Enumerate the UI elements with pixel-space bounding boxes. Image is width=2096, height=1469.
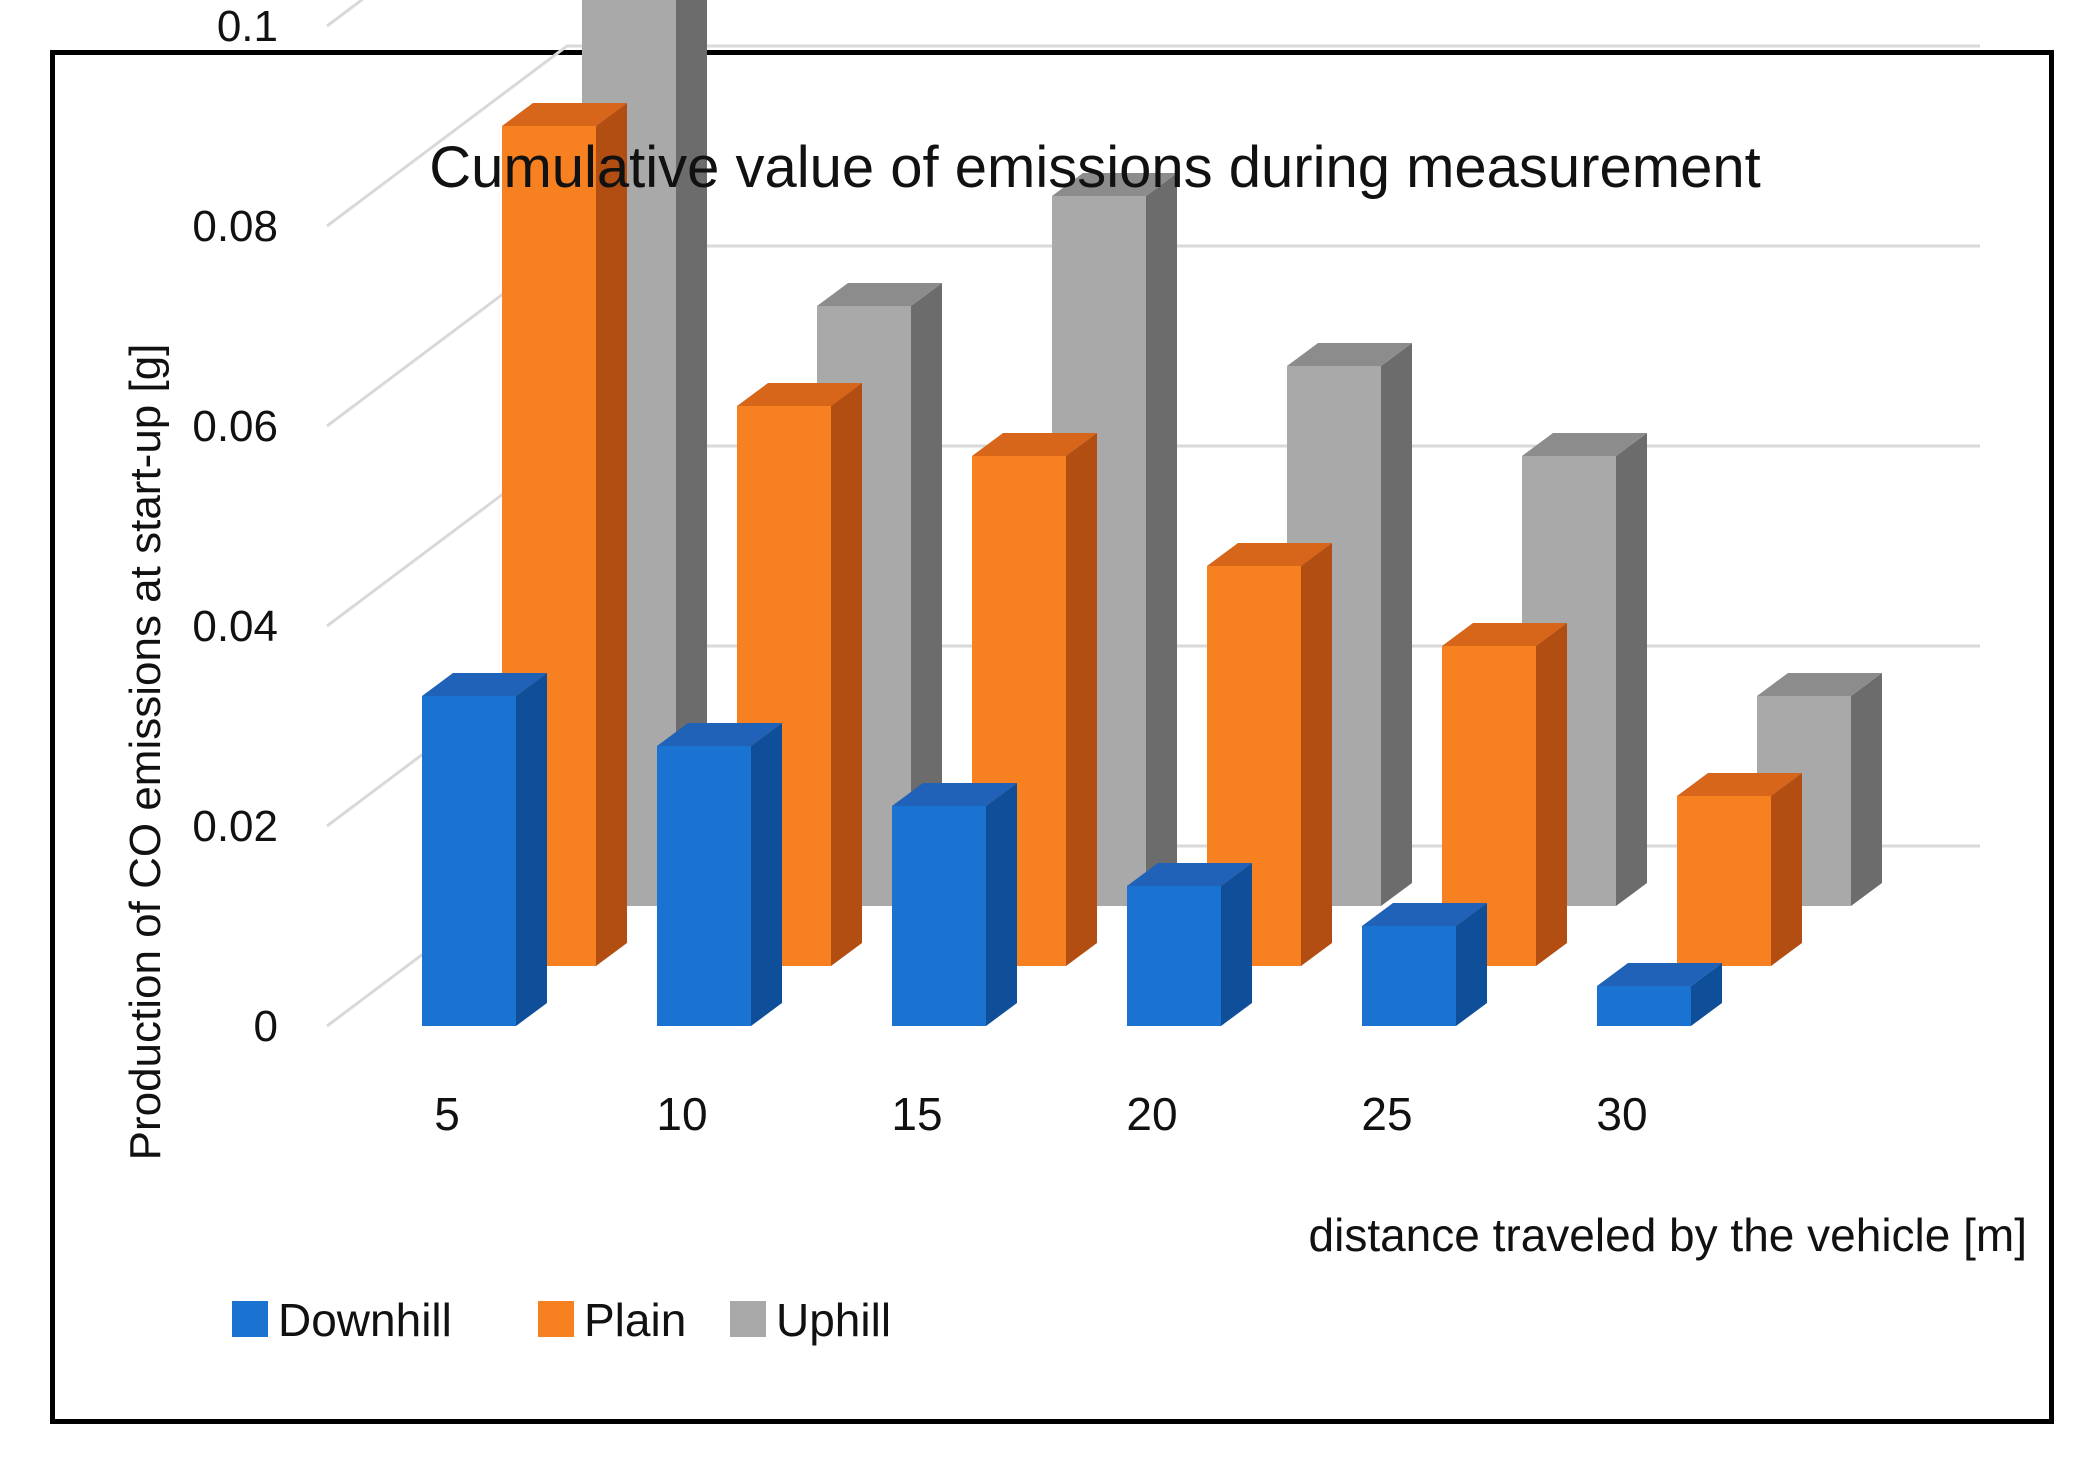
bar-side xyxy=(1771,773,1802,966)
bar-side xyxy=(911,283,942,906)
bar-side xyxy=(1146,173,1177,906)
bar-top xyxy=(502,103,627,126)
bar-top xyxy=(1522,433,1647,456)
bars xyxy=(422,0,1882,1026)
bar-top xyxy=(1677,773,1802,796)
bar-top xyxy=(657,723,782,746)
y-tick-label: 0.08 xyxy=(192,202,278,251)
gridline xyxy=(326,44,1980,228)
x-axis-ticks: 5 10 15 20 25 30 xyxy=(434,1088,1647,1140)
bar-side xyxy=(831,383,862,966)
bar-front xyxy=(657,746,751,1026)
bar-top xyxy=(972,433,1097,456)
bar-plain-15 xyxy=(972,433,1097,966)
y-axis-label: Production of CO emissions at start-up [… xyxy=(121,344,170,1161)
bar-downhill-30 xyxy=(1597,963,1722,1026)
bar-top xyxy=(1757,673,1882,696)
x-tick-label: 25 xyxy=(1361,1088,1412,1140)
bar-side xyxy=(596,103,627,966)
bar-top xyxy=(817,283,942,306)
bar-top xyxy=(1127,863,1252,886)
bar-top xyxy=(1597,963,1722,986)
bar-side xyxy=(1456,903,1487,1026)
y-tick-label: 0.02 xyxy=(192,802,278,851)
bar-downhill-20 xyxy=(1127,863,1252,1026)
x-axis-label: distance traveled by the vehicle [m] xyxy=(1309,1209,2027,1261)
bar-front xyxy=(1677,796,1771,966)
bar-top xyxy=(1362,903,1487,926)
chart-title: Cumulative value of emissions during mea… xyxy=(429,135,1760,200)
bar-side xyxy=(1381,343,1412,906)
y-tick-label: 0.04 xyxy=(192,602,278,651)
y-axis-ticks: 0 0.02 0.04 0.06 0.08 0.1 xyxy=(192,2,278,1051)
gridline xyxy=(326,0,365,28)
bar-plain-30 xyxy=(1677,773,1802,966)
x-tick-label: 10 xyxy=(656,1088,707,1140)
bar-downhill-25 xyxy=(1362,903,1487,1026)
bar-side xyxy=(1221,863,1252,1026)
bar-side xyxy=(1536,623,1567,966)
bar-front xyxy=(892,806,986,1026)
bar-top xyxy=(1287,343,1412,366)
legend-swatch xyxy=(730,1301,766,1337)
bar-side xyxy=(1616,433,1647,906)
x-tick-label: 15 xyxy=(891,1088,942,1140)
bar-downhill-10 xyxy=(657,723,782,1026)
legend-label: Plain xyxy=(584,1294,686,1346)
bar-side xyxy=(986,783,1017,1026)
bar-plain-25 xyxy=(1442,623,1567,966)
legend: Downhill Plain Uphill xyxy=(232,1294,891,1346)
bar-side xyxy=(676,0,707,906)
legend-item-uphill: Uphill xyxy=(730,1294,891,1346)
bar-front xyxy=(422,696,516,1026)
y-tick-label: 0.06 xyxy=(192,402,278,451)
legend-swatch xyxy=(538,1301,574,1337)
bar-top xyxy=(737,383,862,406)
x-tick-label: 30 xyxy=(1596,1088,1647,1140)
bar-side xyxy=(1691,963,1722,1026)
bar-side xyxy=(1851,673,1882,906)
y-tick-label: 0 xyxy=(254,1002,278,1051)
bar-top xyxy=(892,783,1017,806)
legend-label: Downhill xyxy=(278,1294,452,1346)
legend-label: Uphill xyxy=(776,1294,891,1346)
bar-side xyxy=(1301,543,1332,966)
legend-item-downhill: Downhill xyxy=(232,1294,452,1346)
bar-top xyxy=(422,673,547,696)
bar-front xyxy=(1597,986,1691,1026)
y-tick-label: 0.1 xyxy=(217,2,278,51)
legend-swatch xyxy=(232,1301,268,1337)
bar-front xyxy=(1362,926,1456,1026)
bar-plain-5 xyxy=(502,103,627,966)
x-tick-label: 5 xyxy=(434,1088,460,1140)
bar-side xyxy=(1066,433,1097,966)
bar-top xyxy=(1207,543,1332,566)
bar-top xyxy=(1052,173,1177,196)
bar-front xyxy=(1127,886,1221,1026)
bar-downhill-15 xyxy=(892,783,1017,1026)
bar-top xyxy=(1442,623,1567,646)
x-tick-label: 20 xyxy=(1126,1088,1177,1140)
bar-side xyxy=(516,673,547,1026)
bar-side xyxy=(751,723,782,1026)
legend-item-plain: Plain xyxy=(538,1294,686,1346)
bar-downhill-5 xyxy=(422,673,547,1026)
